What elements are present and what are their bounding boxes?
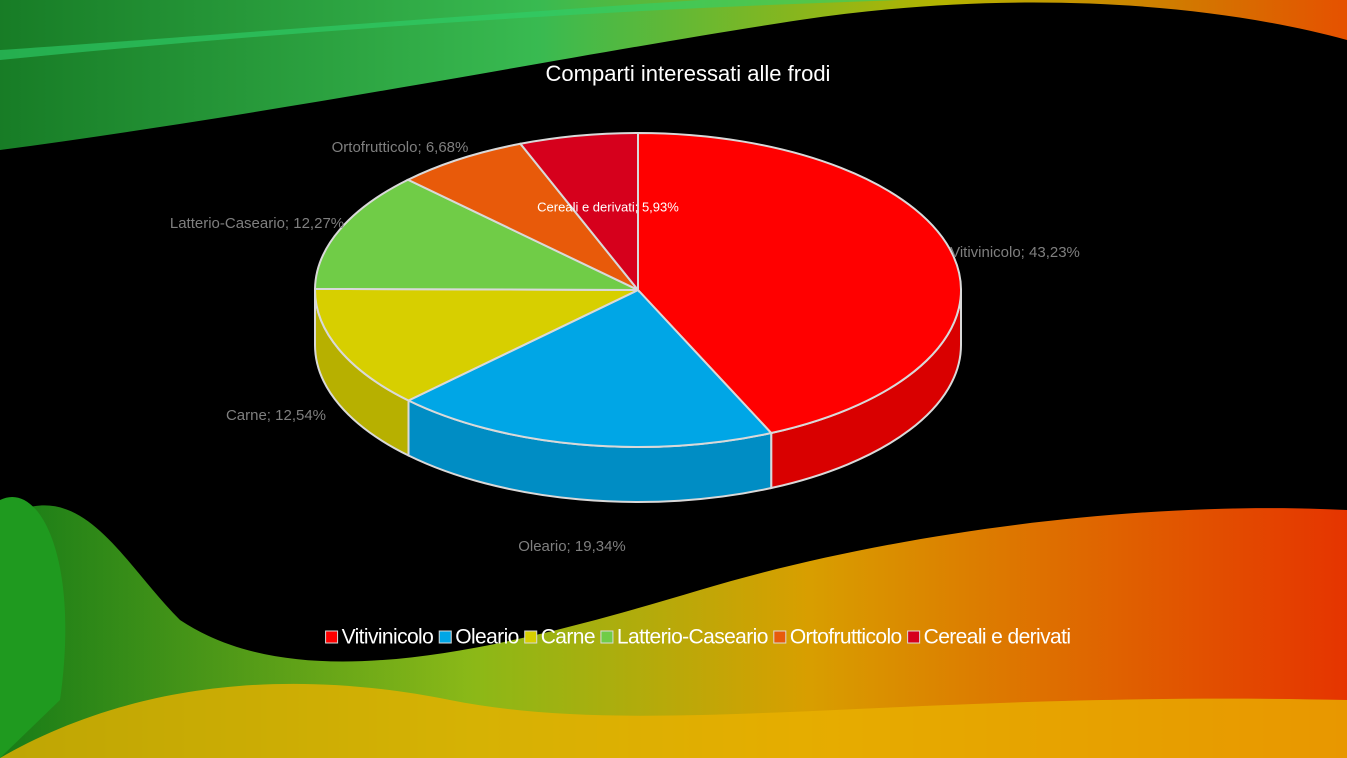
data-label: Vitivinicolo; 43,23%: [950, 244, 1080, 261]
slice: [313, 178, 639, 291]
data-label: Latterio-Caseario; 12,27%: [170, 215, 344, 232]
data-label: Carne; 12,54%: [226, 407, 326, 424]
legend-swatch: [773, 630, 787, 644]
slice: [518, 131, 639, 293]
legend-swatch: [907, 630, 921, 644]
legend-swatch: [600, 630, 614, 644]
slice: [405, 142, 639, 291]
legend-label: Ortofrutticolo: [790, 626, 902, 649]
legend-label: Latterio-Caseario: [617, 626, 768, 649]
slice: [406, 288, 774, 448]
legend-label: Carne: [541, 626, 595, 649]
legend-label: Oleario: [455, 626, 519, 649]
legend-swatch: [325, 630, 339, 644]
decoration: [0, 683, 1347, 758]
slice: [314, 287, 639, 402]
legend-label: Cereali e derivati: [924, 626, 1071, 649]
data-label: Ortofrutticolo; 6,68%: [332, 139, 469, 156]
slice: [637, 131, 962, 435]
chart-title: Comparti interessati alle frodi: [546, 61, 831, 86]
legend-swatch: [524, 630, 538, 644]
legend-swatch: [438, 630, 452, 644]
data-label: Cereali e derivati; 5,93%: [537, 199, 679, 214]
legend-label: Vitivinicolo: [342, 626, 434, 649]
decoration: [0, 0, 1347, 150]
decoration: [0, 496, 66, 758]
data-label: Oleario; 19,34%: [518, 538, 626, 555]
